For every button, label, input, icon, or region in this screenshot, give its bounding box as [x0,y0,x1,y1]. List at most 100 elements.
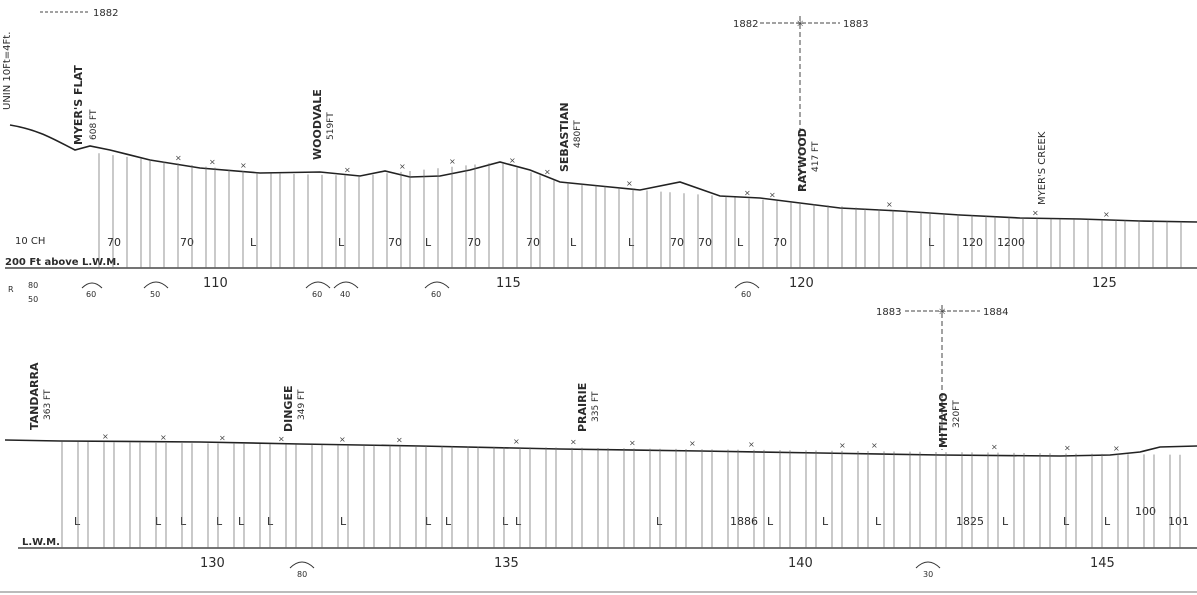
survey-mark-icon: × [991,443,998,452]
survey-mark-icon: × [209,157,216,166]
survey-mark-icon: × [513,437,520,446]
grade-label: 120 [962,236,983,249]
grade-label: L [180,515,187,528]
year-split-left: 1883 [876,307,901,318]
grade-label: 70 [180,236,194,249]
station-myers-flat-elev: 608 FT [89,109,99,140]
survey-mark-icon: × [339,435,346,444]
grade-label: L [338,236,345,249]
lower-profile: 1883 1884 ✳ TANDARRA 363 FT DINGEE 349 F… [0,305,1197,593]
year-split-right: 1884 [983,307,1008,318]
survey-mark-icon: × [839,441,846,450]
grade-label: L [155,515,162,528]
grade-label: L [628,236,635,249]
grade-label: 70 [670,236,684,249]
grade-label: L [822,515,829,528]
curve-radius: 40 [340,290,350,299]
survey-mark-icon: × [449,157,456,166]
curve-radius: 60 [741,290,751,299]
grade-label: L [737,236,744,249]
star-icon: ✳ [938,307,946,318]
station-prairie: PRAIRIE [576,383,589,432]
station-sebastian: SEBASTIAN [558,102,571,172]
survey-mark-icon: × [769,191,776,200]
upper-ground-profile [9,124,1197,223]
grade-label: L [425,236,432,249]
curve-radius: 50 [150,290,160,299]
milepost-label: 125 [1092,276,1117,291]
grade-label: L [445,515,452,528]
survey-mark-icon: × [570,438,577,447]
grade-label: L [928,236,935,249]
survey-mark-icon: × [1064,443,1071,452]
curve-radius: 60 [312,290,322,299]
lower-ground-profile [4,439,1197,457]
grade-label: L [570,236,577,249]
grade-label: L [250,236,257,249]
survey-mark-icon: × [626,179,633,188]
station-woodvale-elev: 519FT [326,112,336,140]
grade-label: L [502,515,509,528]
star-icon: ✳ [796,19,804,30]
datum-label: 200 Ft above L.W.M. [5,257,120,268]
survey-mark-icon: × [886,200,893,209]
grade-label: 70 [107,236,121,249]
survey-mark-icon: × [544,168,551,177]
year-marker-left: 1882 [93,8,118,19]
survey-mark-icon: × [871,441,878,450]
grade-label: L [875,515,882,528]
grade-label: L [340,515,347,528]
grade-label: 101 [1168,515,1189,528]
grade-label: 70 [698,236,712,249]
survey-mark-icon: × [175,153,182,162]
survey-mark-icon: × [399,162,406,171]
grade-label: L [425,515,432,528]
curve-radius: 60 [86,290,96,299]
station-raywood-elev: 417 FT [811,141,821,172]
grade-label: L [656,515,663,528]
upper-survey-marks: × × × × × × × × × × × × × × [175,153,1110,219]
grade-label: L [216,515,223,528]
grade-label: 1200 [997,236,1025,249]
scale-fragment: 50 [28,295,38,304]
station-mitiamo-elev: 320FT [952,400,962,428]
grade-label: L [1063,515,1070,528]
upper-grade-labels: 70 70 L L 70 L 70 70 L L 70 70 L 70 L 12… [107,236,1025,249]
lower-survey-marks: × × × × × × × × × × × × × × × × [102,432,1120,453]
curve-radius: 60 [431,290,441,299]
station-tandarra: TANDARRA [28,362,41,430]
survey-mark-icon: × [102,432,109,441]
survey-mark-icon: × [1032,208,1039,217]
survey-mark-icon: × [160,433,167,442]
grade-label: L [1002,515,1009,528]
station-myers-creek: MYER'S CREEK [1037,131,1048,205]
grade-label: L [515,515,522,528]
survey-mark-icon: × [219,434,226,443]
survey-mark-icon: × [1103,210,1110,219]
datum-label: L.W.M. [22,537,60,548]
upper-sleeper-lines [98,153,1182,268]
station-raywood: RAYWOOD [796,128,809,192]
datum-top-label: 10 CH [15,236,45,247]
survey-mark-icon: × [629,438,636,447]
survey-mark-icon: × [344,166,351,175]
survey-mark-icon: × [396,436,403,445]
lower-sleeper-lines [61,441,1181,548]
survey-mark-icon: × [240,161,247,170]
curve-radius: 80 [297,570,307,579]
survey-mark-icon: × [689,439,696,448]
station-tandarra-elev: 363 FT [43,389,53,420]
grade-label: 70 [467,236,481,249]
milepost-label: 130 [200,556,225,571]
grade-label: L [238,515,245,528]
milepost-label: 140 [788,556,813,571]
milepost-label: 145 [1090,556,1115,571]
survey-mark-icon: × [509,156,516,165]
milepost-label: 120 [789,276,814,291]
grade-label: 1825 [956,515,984,528]
milepost-label: 115 [496,276,521,291]
grade-label: L [767,515,774,528]
grade-label: 1886 [730,515,758,528]
grade-label: 70 [388,236,402,249]
scale-fragment: R [8,285,14,294]
